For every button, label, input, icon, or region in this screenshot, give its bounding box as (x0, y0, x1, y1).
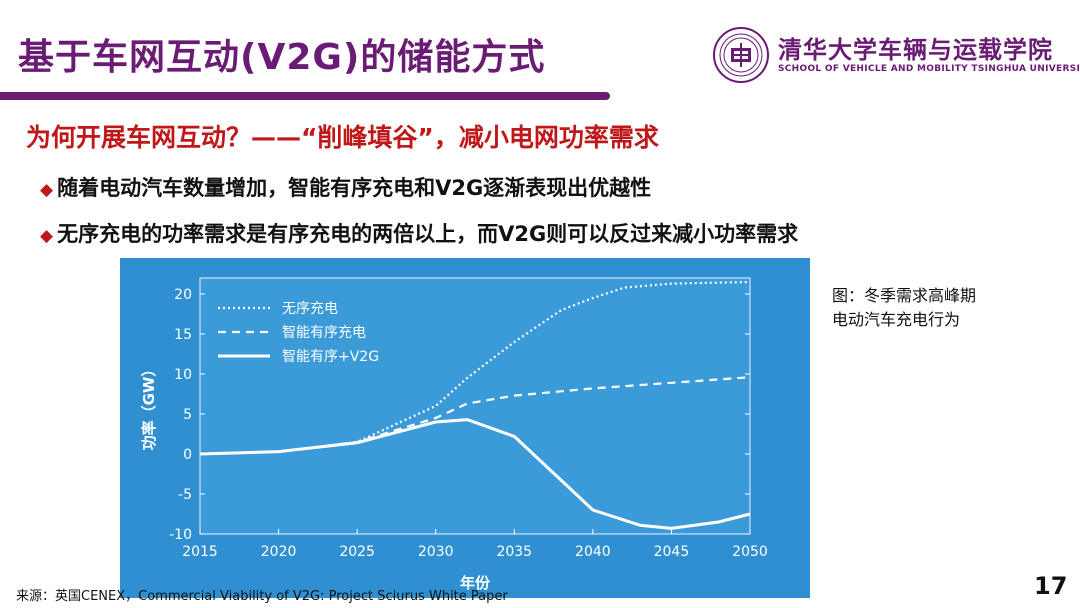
bullet-item: ◆ 无序充电的功率需求是有序充电的两倍以上，而V2G则可以反过来减小功率需求 (40, 218, 798, 248)
legend-label: 智能有序充电 (282, 325, 366, 341)
y-axis-label: 功率（GW） (140, 362, 158, 451)
caption-line-1: 图：冬季需求高峰期 (832, 286, 977, 305)
diamond-bullet-icon: ◆ (40, 180, 54, 200)
tsinghua-logo-icon (713, 27, 769, 83)
legend-label: 智能有序+V2G (282, 349, 379, 365)
figure-caption: 图：冬季需求高峰期 电动汽车充电行为 (832, 284, 1062, 332)
y-tick-label: 15 (174, 327, 192, 343)
bullet-text: 无序充电的功率需求是有序充电的两倍以上，而V2G则可以反过来减小功率需求 (57, 222, 799, 246)
diamond-bullet-icon: ◆ (40, 226, 54, 246)
question-heading: 为何开展车网互动？——“削峰填谷”，减小电网功率需求 (26, 123, 659, 152)
x-tick-label: 2035 (496, 544, 532, 560)
y-tick-label: 10 (174, 367, 192, 383)
slide-title: 基于车网互动(V2G)的储能方式 (18, 37, 546, 78)
plot-area (199, 277, 751, 535)
y-tick-label: -5 (178, 487, 192, 503)
x-tick-label: 2030 (418, 544, 454, 560)
page-number: 17 (1034, 572, 1068, 600)
series-line-3 (199, 418, 751, 530)
y-tick-label: -10 (169, 527, 192, 543)
power-demand-chart: 20 15 10 5 0 -5 -10 2015 2020 2025 2030 2035 2040 204… (120, 258, 810, 598)
bullet-text: 随着电动汽车数量增加，智能有序充电和V2G逐渐表现出优越性 (57, 176, 652, 200)
y-tick-label: 0 (183, 447, 192, 463)
x-tick-label: 2045 (654, 544, 690, 560)
x-axis-label: 年份 (460, 574, 491, 592)
x-tick-label: 2040 (575, 544, 611, 560)
university-name-en: SCHOOL OF VEHICLE AND MOBILITY TSINGHUA … (778, 64, 1080, 74)
university-name-cn: 清华大学车辆与运载学院 (778, 36, 1053, 64)
title-underline (0, 92, 610, 100)
x-tick-label: 2025 (339, 544, 375, 560)
bullet-item: ◆ 随着电动汽车数量增加，智能有序充电和V2G逐渐表现出优越性 (40, 172, 651, 202)
source-note: 来源：英国CENEX，Commercial Viability of V2G: … (16, 589, 508, 604)
legend-label: 无序充电 (282, 301, 338, 317)
caption-line-2: 电动汽车充电行为 (832, 310, 961, 329)
y-tick-label: 5 (183, 407, 192, 423)
x-tick-label: 2050 (732, 544, 768, 560)
y-tick-label: 20 (174, 287, 192, 303)
x-tick-label: 2015 (182, 544, 218, 560)
x-tick-label: 2020 (261, 544, 297, 560)
